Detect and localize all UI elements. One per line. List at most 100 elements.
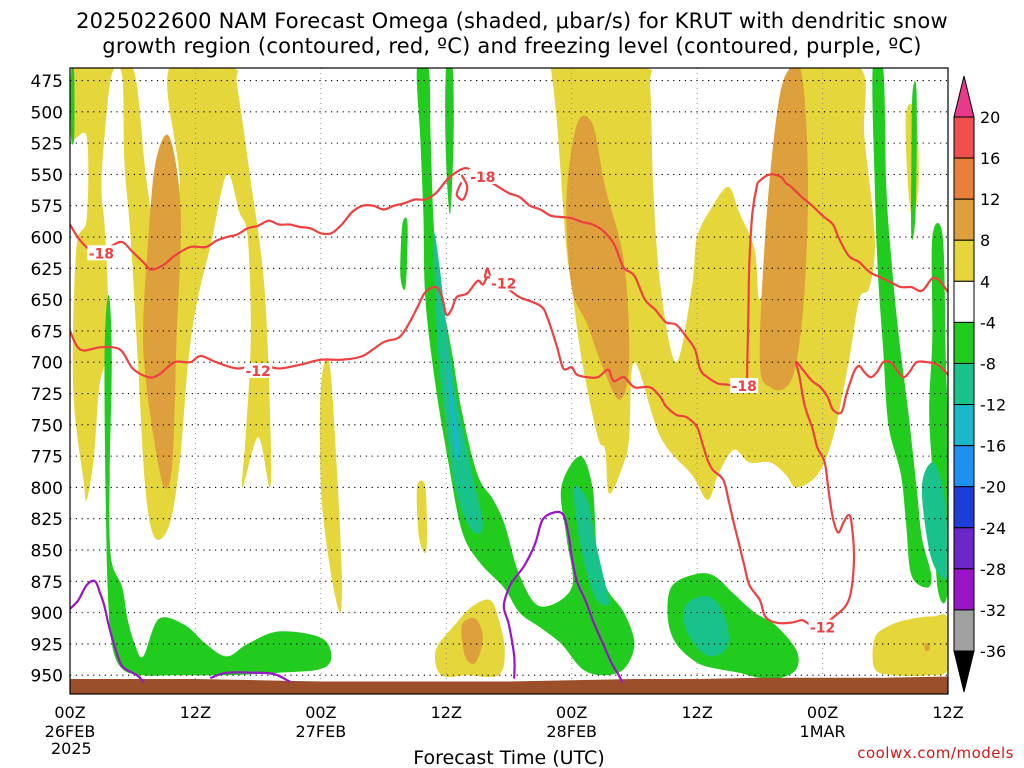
omega-region-8to12-4 [924, 643, 930, 651]
y-tick-label-725: 725 [31, 385, 63, 405]
omega-shading-layer [70, 68, 948, 679]
y-tick-label-625: 625 [31, 260, 63, 280]
colorbar-segment-1 [953, 157, 975, 200]
freezing-level-line-6 [502, 510, 623, 683]
contour-label-2: -18 [470, 170, 495, 186]
omega-region--8to-4-4 [445, 68, 454, 214]
y-tick-label-925: 925 [31, 635, 63, 655]
colorbar-segment-12 [953, 609, 975, 652]
colorbar-top-triangle [953, 75, 975, 118]
freezing-level-line-4 [70, 579, 145, 683]
x-date-label-28FEB: 28FEB [546, 722, 597, 741]
omega-region-4to8-6 [872, 614, 948, 677]
omega-region--12to-8-2 [683, 596, 729, 657]
colorbar-label-3: 8 [980, 231, 990, 250]
contour-label-bg-2 [468, 168, 497, 184]
y-tick-label-600: 600 [31, 229, 63, 249]
colorbar-segment-4 [953, 280, 975, 323]
colorbar-label-0: 20 [980, 108, 1000, 127]
colorbar-segment-10 [953, 527, 975, 570]
x-tick-label-h60: 12Z [681, 703, 712, 722]
y-tick-label-825: 825 [31, 510, 63, 530]
y-tick-label-700: 700 [31, 354, 63, 374]
contour-label-bg-5 [808, 619, 837, 635]
omega-region-8to12-2 [759, 68, 809, 391]
x-tick-label-h24: 00Z [305, 703, 336, 722]
contour-label-5: -12 [810, 621, 835, 637]
x-tick-label-h0: 00Z [54, 703, 85, 722]
contour-label-3: -12 [491, 276, 516, 292]
x-tick-label-h72: 00Z [807, 703, 838, 722]
y-tick-label-675: 675 [31, 322, 63, 342]
colorbar-segment-2 [953, 198, 975, 241]
omega-region--8to-4-7 [911, 81, 917, 241]
contour-label-bg-1 [244, 362, 273, 378]
snow-growth-line-1 [70, 166, 948, 389]
contour-label-1: -12 [245, 364, 270, 380]
colorbar-label-4: 4 [980, 272, 990, 291]
omega-region--16to-12-0 [446, 349, 460, 460]
colorbar-label-13: -36 [980, 642, 1006, 661]
y-tick-label-500: 500 [31, 103, 63, 123]
colorbar-label-9: -20 [980, 478, 1006, 497]
omega-region-4to8-2 [416, 480, 427, 554]
colorbar-segment-11 [953, 568, 975, 611]
colorbar-label-6: -8 [980, 354, 996, 373]
omega-region--8to-4-6 [872, 68, 932, 588]
x-date-label-27FEB: 27FEB [296, 722, 347, 741]
omega-region--12to-8-3 [921, 462, 948, 579]
colorbar-label-5: -4 [980, 313, 996, 332]
x-date-label-1MAR: 1MAR [800, 722, 846, 741]
y-tick-label-950: 950 [31, 667, 63, 687]
colorbar: 20 16 12 8 4 -4 -8 -12 -16 -20 -24 -28 -32 -36 [953, 75, 1006, 693]
colorbar-segment-3 [953, 239, 975, 282]
x-tick-label-h36: 12Z [431, 703, 462, 722]
contour-label-bg-3 [489, 275, 518, 291]
omega-region--12to-8-1 [573, 485, 610, 606]
y-tick-label-750: 750 [31, 416, 63, 436]
colorbar-label-8: -16 [980, 437, 1006, 456]
y-tick-label-525: 525 [31, 135, 63, 155]
contour-label-bg-4 [730, 378, 759, 394]
colorbar-segment-7 [953, 404, 975, 447]
omega-region-8to12-3 [461, 618, 483, 664]
chart-title-line-2: growth region (contoured, red, ºC) and f… [102, 34, 922, 58]
contour-label-4: -18 [732, 379, 757, 395]
colorbar-label-1: 16 [980, 149, 1000, 168]
omega-region-8to12-1 [566, 115, 630, 400]
chart-title-line-1: 2025022600 NAM Forecast Omega (shaded, μ… [76, 9, 948, 33]
colorbar-segment-5 [953, 321, 975, 364]
colorbar-label-11: -28 [980, 560, 1006, 579]
y-tick-label-475: 475 [31, 72, 63, 92]
colorbar-label-2: 12 [980, 190, 1000, 209]
snow-growth-line-0 [70, 276, 948, 629]
y-tick-label-550: 550 [31, 166, 63, 186]
year-label: 2025 [51, 739, 92, 758]
freezing-level-line-5 [210, 671, 291, 683]
omega-region--8to-4-0 [70, 68, 75, 145]
y-axis: 475 500 525 550 575 600 625 650 675 700 725 750 775 8… [31, 72, 63, 687]
colorbar-segment-9 [953, 486, 975, 529]
contour-label-bg-0 [87, 245, 116, 261]
contour-label-0: -18 [89, 246, 114, 262]
y-tick-label-775: 775 [31, 448, 63, 468]
snow-growth-line-3 [483, 267, 492, 279]
contour-label-layer: -18 -12 -18 -12 -18 -12 [87, 168, 837, 637]
omega-region--8to-4-2 [400, 217, 408, 291]
x-tick-label-h48: 00Z [556, 703, 587, 722]
y-tick-label-800: 800 [31, 479, 63, 499]
colorbar-segment-0 [953, 116, 975, 159]
site-credit: coolwx.com/models [857, 744, 1014, 762]
y-tick-label-900: 900 [31, 604, 63, 624]
x-axis-label: Forecast Time (UTC) [413, 747, 604, 768]
y-tick-label-875: 875 [31, 573, 63, 593]
colorbar-bottom-triangle [953, 650, 975, 693]
y-tick-label-850: 850 [31, 542, 63, 562]
y-tick-label-650: 650 [31, 291, 63, 311]
colorbar-segment-8 [953, 445, 975, 488]
omega-region--12to-8-0 [433, 232, 483, 535]
x-tick-label-h84: 12Z [932, 703, 963, 722]
omega-region-8to12-0 [143, 134, 182, 489]
colorbar-label-12: -32 [980, 601, 1006, 620]
